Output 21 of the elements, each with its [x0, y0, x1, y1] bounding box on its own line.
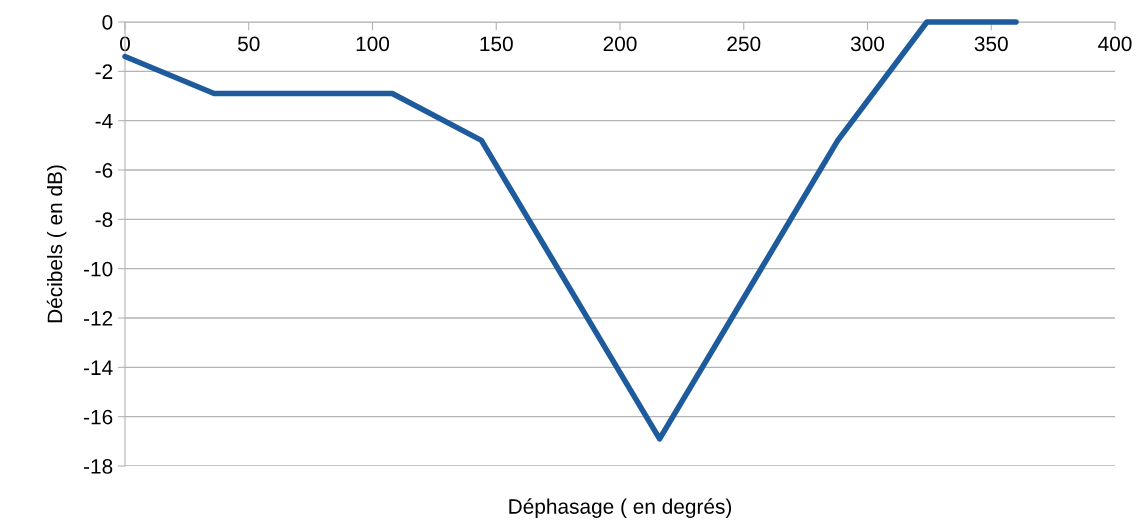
x-tick-label: 350 [974, 36, 1008, 52]
x-tick-label: 150 [480, 36, 513, 52]
y-tick-label: -18 [84, 459, 113, 474]
y-tick-label: -16 [84, 409, 113, 425]
x-tick-label: 100 [356, 36, 390, 52]
y-tick-label: 0 [102, 15, 113, 30]
y-tick-label: -2 [95, 64, 113, 79]
x-axis-title: Déphasage ( en degrés) [509, 498, 732, 518]
y-tick-label: -4 [95, 113, 113, 129]
y-tick-label: -12 [84, 311, 113, 326]
x-tick-label: 400 [1098, 36, 1132, 52]
x-tick-label: 0 [120, 36, 130, 52]
y-axis-title: Décibels ( en dB) [46, 165, 67, 323]
x-tick-label: 250 [727, 36, 761, 52]
y-tick-label: -14 [84, 360, 113, 375]
y-tick-label: -10 [84, 261, 113, 277]
x-tick-label: 300 [850, 36, 885, 52]
y-tick-label: -8 [95, 212, 113, 228]
x-tick-label: 50 [238, 36, 260, 52]
y-tick-label: -6 [95, 163, 113, 178]
x-tick-label: 200 [603, 36, 637, 52]
